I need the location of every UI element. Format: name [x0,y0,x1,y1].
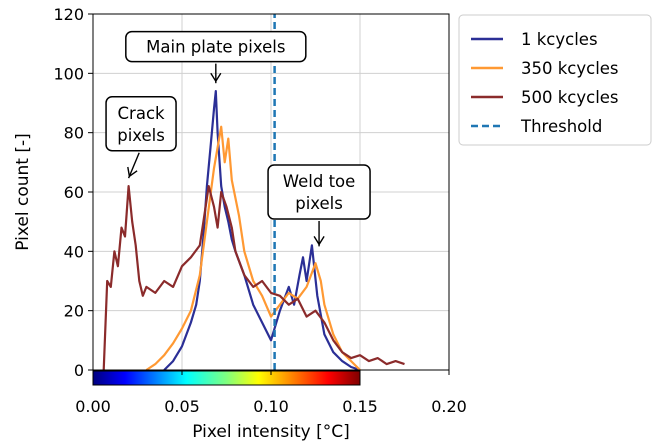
legend-label: 350 kcycles [521,59,619,78]
x-tick-label: 0.00 [75,397,111,416]
annotation-text: Crack [118,104,165,123]
annotation-text: Main plate pixels [146,38,285,57]
legend-label: 500 kcycles [521,88,619,107]
x-axis-label: Pixel intensity [°C] [192,422,349,442]
x-tick-label: 0.20 [431,397,467,416]
annotation-text: Weld toe [283,172,356,191]
annotation-arrowhead [127,166,138,178]
annotation-weld-toe: Weld toe pixels [267,164,371,247]
annotations: Main plate pixels Crack pixels Weld toe pixe… [105,30,371,247]
legend-label: 1 kcycles [521,30,598,49]
legend: 1 kcycles 350 kcycles 500 kcycles Threshold [458,14,652,146]
series-line-500-kcycles [102,185,405,371]
annotation-arrowhead [313,236,325,246]
colorbar-strip [92,370,361,386]
annotation-main-plate: Main plate pixels [125,30,307,84]
annotation-arrow [127,152,140,179]
y-tick-label: 80 [64,124,84,143]
annotation-crack: Crack pixels [105,96,177,179]
y-axis-label: Pixel count [-] [13,133,33,251]
y-tick-label: 100 [53,64,84,83]
legend-label: Threshold [520,117,602,136]
legend-box [458,14,652,146]
annotation-box [267,164,371,220]
y-tick-label: 40 [64,242,84,261]
annotation-text: pixels [295,194,343,213]
colorbar [92,370,361,386]
x-tick-label: 0.15 [342,397,378,416]
annotation-arrowhead [210,72,222,83]
y-tick-label: 120 [53,5,84,24]
annotation-box [125,30,307,63]
y-tick-label: 0 [74,361,84,380]
series-line-350-kcycles [145,125,361,371]
axis-ticks: 0.00 0.05 0.10 0.15 0.20 0 20 40 60 80 100 120 [53,5,466,416]
x-tick-label: 0.05 [164,397,200,416]
y-tick-label: 60 [64,183,84,202]
annotation-box [105,96,177,152]
x-tick-label: 0.10 [253,397,289,416]
y-tick-label: 20 [64,302,84,321]
annotation-text: pixels [117,126,165,145]
